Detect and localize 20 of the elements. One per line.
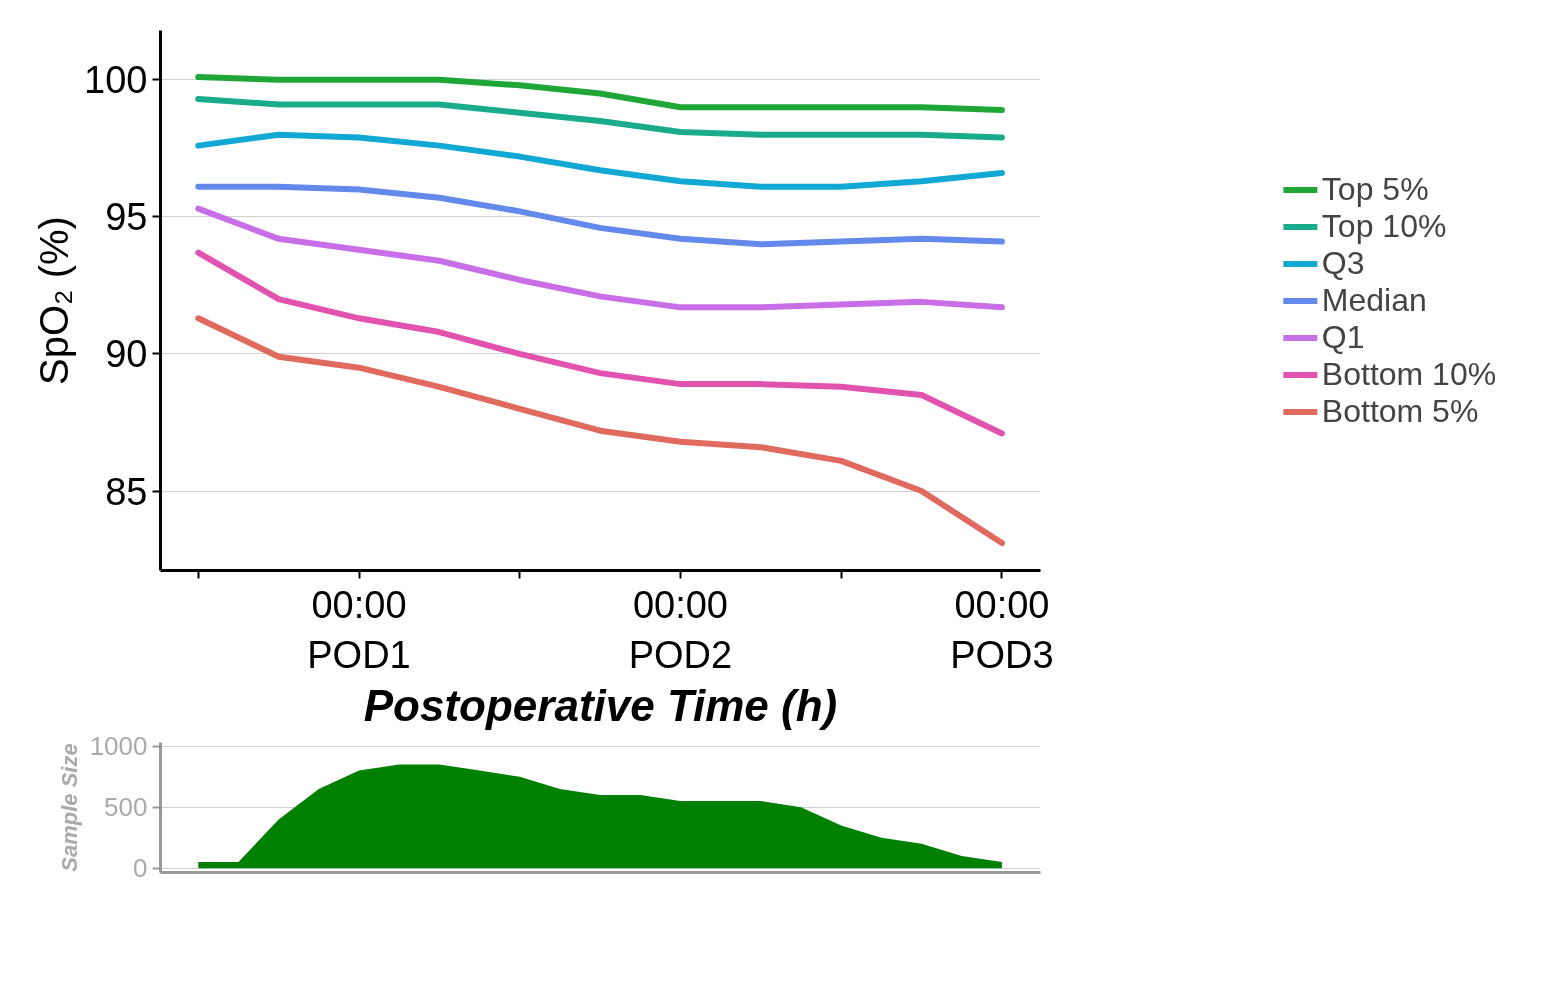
x-axis-title: Postoperative Time (h) [363, 680, 838, 730]
y-tick-label: 0 [133, 853, 148, 884]
legend-label: Q1 [1321, 318, 1365, 356]
y-tick-label: 500 [104, 792, 148, 823]
y-tick-label: 90 [105, 333, 148, 376]
y-tick-label: 95 [105, 196, 148, 239]
x-tick-label: 00:00 POD1 [307, 583, 411, 676]
legend-label: Q3 [1321, 244, 1365, 282]
x-tick-label: 00:00 POD2 [628, 583, 733, 676]
legend-label: Top 10% [1321, 207, 1447, 245]
legend-label: Bottom 5% [1321, 392, 1479, 430]
legend-label: Bottom 10% [1321, 355, 1497, 393]
y-axis-title: Sample Size [56, 743, 82, 872]
x-tick-label: 00:00 POD3 [950, 583, 1054, 676]
y-tick-label: 1000 [89, 731, 148, 762]
y-tick-label: 100 [84, 59, 148, 102]
y-tick-label: 85 [105, 470, 148, 513]
legend-label: Top 5% [1321, 170, 1429, 208]
y-axis-title: SpO₂ (%) [32, 216, 77, 385]
legend-label: Median [1321, 281, 1427, 319]
